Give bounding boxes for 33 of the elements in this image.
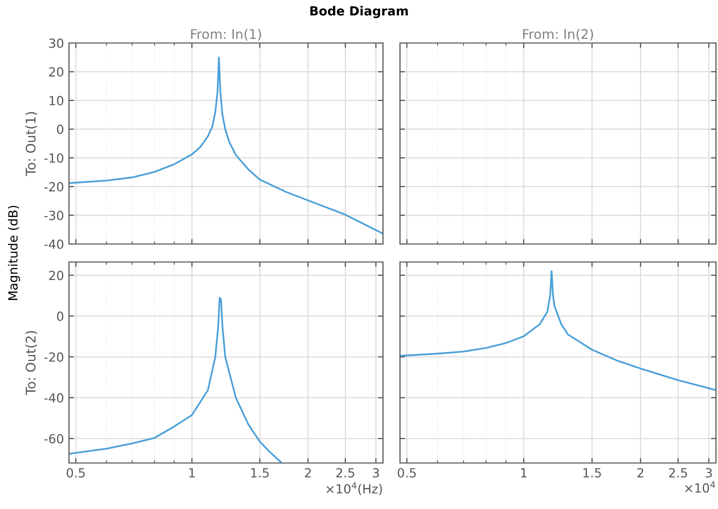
y-tick-label: -60 [44, 434, 64, 444]
text: ×10$^{4}$(Hz) [326, 482, 382, 496]
y-tick-label: 0 [57, 124, 64, 134]
y-tick-label: -40 [44, 393, 64, 403]
y-tick-label: -30 [44, 210, 64, 220]
y-tick-label: 20 [49, 67, 64, 77]
x-tick-label: 1 [521, 468, 527, 478]
y-tick-label: -40 [44, 239, 64, 249]
x-tick-label: 1.5 [583, 468, 601, 478]
x-tick-label: 0.5 [398, 468, 416, 478]
y-tick-label: 30 [49, 38, 64, 48]
x-tick-label: 1.5 [251, 468, 269, 478]
chart-title: From: In(2) [523, 28, 593, 41]
x-tick-label: 2 [637, 468, 644, 478]
text: ×10$^{4}$ [685, 481, 716, 493]
x-tick-label: 3 [372, 468, 379, 478]
x-tick-label: 0.5 [66, 468, 85, 478]
text: Magnitude (dB) [8, 206, 20, 300]
chart-title: From: In(1) [191, 28, 261, 41]
x-tick-label: 2.5 [336, 468, 354, 478]
x-tick-label: 1 [189, 468, 195, 478]
x-tick-label: 2 [304, 468, 311, 478]
text: Bode Diagram [310, 6, 408, 18]
x-tick-label: 2.5 [669, 468, 687, 478]
y-tick-label: -20 [44, 182, 64, 192]
y-axis-title: To: Out(1) [25, 112, 38, 176]
y-tick-label: 0 [57, 312, 64, 322]
x-tick-label: 3 [706, 468, 712, 478]
y-tick-label: 10 [50, 96, 64, 106]
y-tick-label: 20 [49, 270, 64, 280]
y-tick-label: -20 [44, 352, 64, 362]
y-axis-title: To: Out(2) [25, 331, 38, 396]
y-tick-label: -10 [44, 153, 64, 163]
